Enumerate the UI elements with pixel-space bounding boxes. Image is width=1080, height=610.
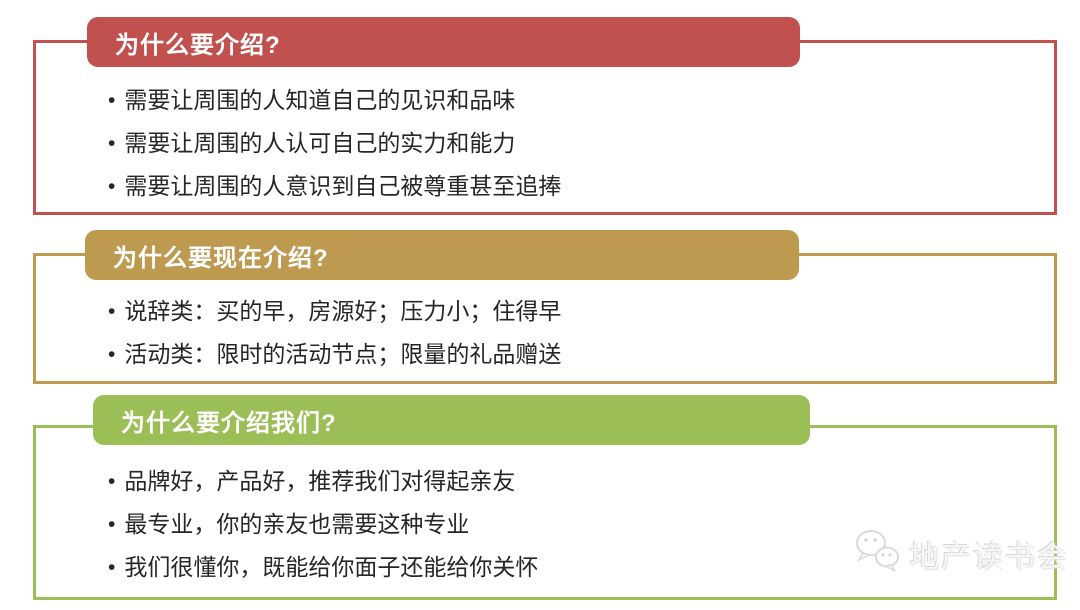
watermark-label: 地产读书会 [909, 540, 1069, 574]
list-item: • 需要让周围的人认可自己的实力和能力 [108, 122, 1034, 165]
bullet-text: 需要让周围的人知道自己的见识和品味 [124, 87, 516, 113]
bullet-icon: • [108, 470, 116, 493]
bullet-icon: • [108, 132, 116, 155]
panel-why-introduce-header: 为什么要介绍? [87, 17, 800, 67]
panel-why-introduce-us-header: 为什么要介绍我们? [93, 395, 810, 445]
bullet-icon: • [108, 89, 116, 112]
list-item: • 活动类：限时的活动节点；限量的礼品赠送 [108, 333, 1034, 376]
list-item: • 品牌好，产品好，推荐我们对得起亲友 [108, 460, 1034, 503]
panel-why-introduce-body: • 需要让周围的人知道自己的见识和品味 • 需要让周围的人认可自己的实力和能力 … [33, 40, 1057, 215]
watermark: 地产读书会 [854, 528, 1069, 579]
bullet-text: 最专业，你的亲友也需要这种专业 [124, 511, 470, 537]
panel-why-introduce-us: 为什么要介绍我们? • 品牌好，产品好，推荐我们对得起亲友 • 最专业，你的亲友… [33, 395, 1057, 600]
bullet-text: 活动类：限时的活动节点；限量的礼品赠送 [124, 341, 562, 367]
panel-why-introduce: 为什么要介绍? • 需要让周围的人知道自己的见识和品味 • 需要让周围的人认可自… [33, 17, 1057, 215]
list-item: • 需要让周围的人知道自己的见识和品味 [108, 79, 1034, 122]
bullet-text: 需要让周围的人意识到自己被尊重甚至追捧 [124, 173, 562, 199]
list-item: • 最专业，你的亲友也需要这种专业 [108, 503, 1034, 546]
panel-why-introduce-now-body: • 说辞类：买的早，房源好；压力小；住得早 • 活动类：限时的活动节点；限量的礼… [33, 253, 1057, 384]
panel-title: 为什么要现在介绍? [113, 244, 329, 272]
bullet-icon: • [108, 300, 116, 323]
wechat-logo-icon [854, 528, 902, 579]
bullet-text: 需要让周围的人认可自己的实力和能力 [124, 130, 516, 156]
panel-title: 为什么要介绍? [115, 31, 281, 59]
bullet-list: • 需要让周围的人知道自己的见识和品味 • 需要让周围的人认可自己的实力和能力 … [108, 79, 1034, 208]
bullet-list: • 品牌好，产品好，推荐我们对得起亲友 • 最专业，你的亲友也需要这种专业 • … [108, 460, 1034, 589]
panel-why-introduce-now: 为什么要现在介绍? • 说辞类：买的早，房源好；压力小；住得早 • 活动类：限时… [33, 230, 1057, 384]
list-item: • 说辞类：买的早，房源好；压力小；住得早 [108, 290, 1034, 333]
bullet-text: 说辞类：买的早，房源好；压力小；住得早 [124, 298, 562, 324]
bullet-icon: • [108, 175, 116, 198]
bullet-icon: • [108, 343, 116, 366]
list-item: • 需要让周围的人意识到自己被尊重甚至追捧 [108, 165, 1034, 208]
panel-title: 为什么要介绍我们? [121, 409, 337, 437]
panel-why-introduce-now-header: 为什么要现在介绍? [85, 230, 799, 280]
bullet-text: 品牌好，产品好，推荐我们对得起亲友 [124, 468, 516, 494]
bullet-text: 我们很懂你，既能给你面子还能给你关怀 [124, 554, 539, 580]
bullet-list: • 说辞类：买的早，房源好；压力小；住得早 • 活动类：限时的活动节点；限量的礼… [108, 290, 1034, 376]
bullet-icon: • [108, 556, 116, 579]
list-item: • 我们很懂你，既能给你面子还能给你关怀 [108, 546, 1034, 589]
bullet-icon: • [108, 513, 116, 536]
